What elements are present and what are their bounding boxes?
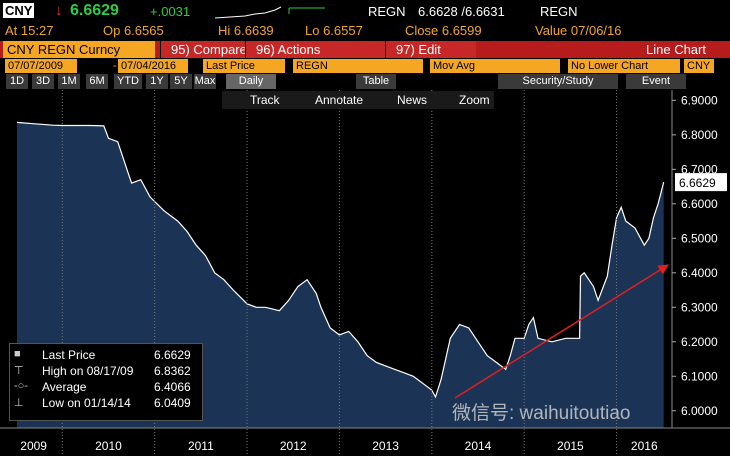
y-tick-label: 6.5000 xyxy=(681,231,718,245)
legend-icon: ⊤ xyxy=(14,365,24,377)
y-tick-label: 6.0000 xyxy=(681,404,718,418)
legend-value: 6.6629 xyxy=(154,348,191,362)
x-tick-label: 2011 xyxy=(188,439,214,453)
x-axis-panel xyxy=(0,428,730,456)
setting-field[interactable]: 07/07/2009 xyxy=(5,59,77,73)
menu-button[interactable]: 95) Compare xyxy=(160,41,251,58)
y-tick-label: 6.2000 xyxy=(681,335,718,349)
menu-button[interactable]: 97) Edit xyxy=(385,41,476,58)
source: REGN xyxy=(368,4,406,19)
trend-arrow xyxy=(454,264,669,399)
security[interactable]: CNY REGN Curncy xyxy=(3,41,155,58)
legend xyxy=(9,343,203,421)
tool-button[interactable]: Annotate xyxy=(315,93,364,107)
legend-value: 6.0409 xyxy=(154,396,191,410)
tool-button[interactable]: News xyxy=(397,93,428,107)
x-tick-label: 2013 xyxy=(372,439,399,453)
period-button[interactable]: 3D xyxy=(32,74,54,89)
axis-panel xyxy=(672,90,730,456)
last-price-tag xyxy=(675,173,727,192)
legend-icon: ⊥ xyxy=(14,397,24,409)
change: +.0031 xyxy=(150,4,191,19)
legend-icon: -○- xyxy=(14,380,28,392)
period-button[interactable]: 1Y xyxy=(146,74,168,89)
period-button[interactable]: 1M xyxy=(58,74,80,89)
quote-item: Value 07/06/16 xyxy=(535,23,622,38)
x-tick-label: 2010 xyxy=(95,439,122,453)
y-tick-label: 6.8000 xyxy=(681,128,718,142)
bid-ask: 6.6628 /6.6631 xyxy=(418,4,505,19)
setting-field[interactable]: Last Price xyxy=(203,59,285,73)
setting-field[interactable]: - xyxy=(113,60,117,72)
event-button[interactable]: Event xyxy=(626,74,686,89)
x-tick-label: 2016 xyxy=(631,439,658,453)
x-tick-label: 2014 xyxy=(465,439,492,453)
quote-item: At 15:27 xyxy=(5,23,54,38)
watermark: 微信号: waihuitoutiao xyxy=(452,403,631,424)
view-name[interactable]: Line Chart xyxy=(646,42,706,57)
y-tick-label: 6.9000 xyxy=(681,93,718,107)
period-button[interactable]: Max xyxy=(194,74,216,89)
quote-item: Close 6.6599 xyxy=(405,23,482,38)
y-tick-label: 6.4000 xyxy=(681,266,718,280)
sparkline xyxy=(215,6,325,19)
quote-item: Lo 6.6557 xyxy=(305,23,363,38)
y-tick-label: 6.1000 xyxy=(681,369,718,383)
y-tick-label: 6.7000 xyxy=(681,162,718,176)
legend-label: Average xyxy=(42,380,87,394)
y-tick-label: 6.3000 xyxy=(681,300,718,314)
quote-item: Op 6.6565 xyxy=(103,23,164,38)
arrow: ↓ xyxy=(55,2,63,19)
menu-button[interactable]: 96) Actions xyxy=(245,41,391,58)
last-price-label: 6.6629 xyxy=(679,176,716,190)
legend-value: 6.4066 xyxy=(154,380,191,394)
tool-button[interactable]: Track xyxy=(250,93,280,107)
x-tick-label: 2009 xyxy=(20,439,47,453)
tool-bar xyxy=(222,91,494,109)
period-button[interactable]: YTD xyxy=(114,74,142,89)
study-button[interactable]: Security/Study xyxy=(498,74,618,89)
y-tick-label: 6.6000 xyxy=(681,197,718,211)
line xyxy=(16,121,665,399)
x-tick-label: 2012 xyxy=(280,439,307,453)
quote-item: Hi 6.6639 xyxy=(218,23,274,38)
ticker: CNY xyxy=(3,3,35,18)
legend-icon: ■ xyxy=(14,348,21,360)
frequency[interactable]: Daily xyxy=(226,74,276,89)
setting-field[interactable]: REGN xyxy=(293,59,423,73)
period-button[interactable]: 6M xyxy=(86,74,108,89)
legend-label: Last Price xyxy=(42,348,96,362)
setting-field[interactable]: No Lower Chart xyxy=(568,59,680,73)
x-tick-label: 2015 xyxy=(557,439,584,453)
tool-button[interactable]: Zoom xyxy=(459,93,490,107)
setting-field[interactable]: CNY xyxy=(684,59,714,73)
table-button[interactable]: Table xyxy=(356,74,396,89)
setting-field[interactable]: Mov Avg xyxy=(430,59,560,73)
setting-field[interactable]: 07/04/2016 xyxy=(118,59,188,73)
legend-label: High on 08/17/09 xyxy=(42,364,134,378)
legend-value: 6.8362 xyxy=(154,364,191,378)
period-button[interactable]: 5Y xyxy=(170,74,192,89)
legend-label: Low on 01/14/14 xyxy=(42,396,131,410)
period-button[interactable]: 1D xyxy=(6,74,28,89)
source: REGN xyxy=(540,4,578,19)
last-price: 6.6629 xyxy=(70,2,119,19)
